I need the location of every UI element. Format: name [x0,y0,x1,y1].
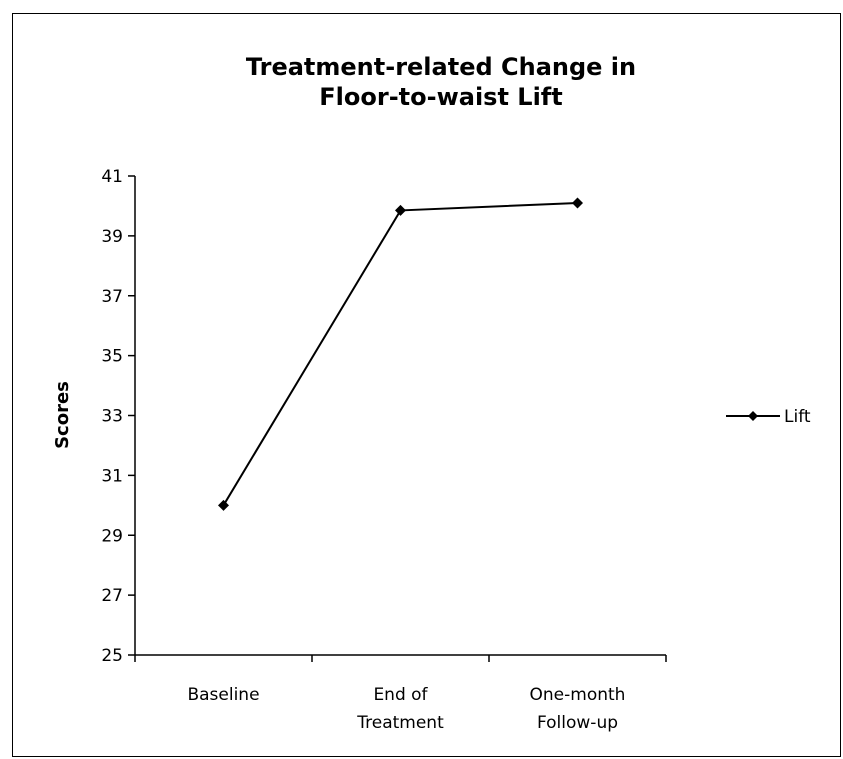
x-tick-label: Treatment [356,713,444,733]
x-tick-label: End of [373,685,428,705]
y-axis-ticks: 25 27 29 31 33 35 37 39 41 [101,167,135,666]
y-tick-label: 25 [101,646,123,666]
data-point-marker [395,204,406,216]
y-tick-label: 41 [101,167,123,187]
chart-title: Treatment-related Change inFloor-to-wais… [246,53,636,111]
y-tick-label: 33 [101,407,123,427]
y-tick-label: 31 [101,466,123,486]
y-axis-label: Scores [52,381,73,449]
data-point-marker [572,197,583,209]
y-tick-label: 39 [101,227,123,247]
x-tick-label: Baseline [187,685,259,705]
y-tick-label: 27 [101,586,123,606]
x-tick-label: One-month [530,685,626,705]
chart-title-line: Treatment-related Change in [246,53,636,81]
chart-frame [12,13,841,757]
y-tick-label: 35 [101,347,123,367]
data-point-marker [218,499,229,511]
x-axis-ticks: Baseline End of Treatment One-month Follow-u… [134,655,667,733]
series-line [222,201,578,506]
axes [134,176,666,656]
legend-marker [748,411,758,421]
y-tick-label: 37 [101,287,123,307]
x-tick-label: Follow-up [537,713,618,733]
legend: Lift [726,407,811,427]
series-lift [218,197,583,511]
chart-title-line: Floor-to-waist Lift [319,83,562,111]
y-tick-label: 29 [101,526,123,546]
legend-label: Lift [784,407,811,427]
